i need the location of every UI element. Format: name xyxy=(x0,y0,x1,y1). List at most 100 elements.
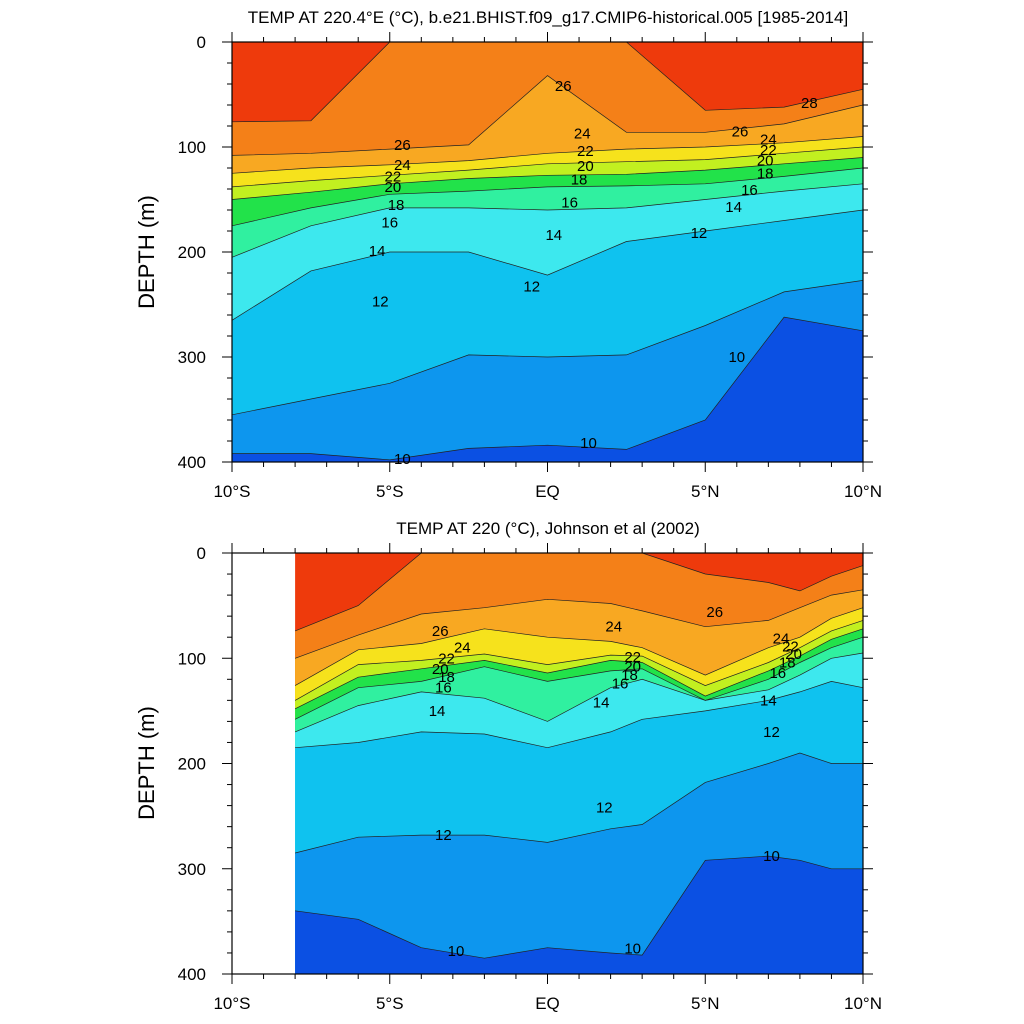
contour-label: 20 xyxy=(785,646,802,663)
contour-label: 14 xyxy=(429,703,446,720)
y-tick-label: 400 xyxy=(178,453,206,472)
isotherm-20 xyxy=(294,628,864,710)
x-tick-label: 10°S xyxy=(213,994,250,1013)
contour-label: 24 xyxy=(773,630,790,647)
contour-label: 16 xyxy=(741,182,758,199)
contour-label: 12 xyxy=(596,800,613,817)
contour-label: 10 xyxy=(624,941,641,958)
contour-label: 16 xyxy=(381,215,398,232)
contour-label: 10 xyxy=(580,435,597,452)
isotherm-10 xyxy=(295,855,863,959)
contour-label: 28 xyxy=(801,95,818,112)
isotherm-26 xyxy=(294,589,864,659)
contour-label: 24 xyxy=(605,619,622,636)
contour-label: 16 xyxy=(435,680,452,697)
contour-label: 24 xyxy=(574,125,591,142)
panel-observation: TEMP AT 220 (°C), Johnson et al (2002) D… xyxy=(134,519,882,1013)
isotherm-12 xyxy=(295,752,863,854)
contour-label: 22 xyxy=(760,142,777,159)
band-below-10 xyxy=(232,317,863,462)
contour-label: 16 xyxy=(769,665,786,682)
plot-area: 2624262422201816142220181614242220181614… xyxy=(178,543,882,1013)
contour-label: 22 xyxy=(782,639,799,656)
contour-label: 18 xyxy=(388,197,405,214)
contour-label: 12 xyxy=(372,293,389,310)
isotherm-10 xyxy=(232,316,864,461)
contour-label: 20 xyxy=(432,661,449,678)
y-axis-label: DEPTH (m) xyxy=(134,195,159,309)
contour-label: 18 xyxy=(757,165,774,182)
contour-label: 24 xyxy=(454,640,471,657)
panel-model: TEMP AT 220.4°E (°C), b.e21.BHIST.f09_g1… xyxy=(134,8,882,501)
band-below-10 xyxy=(295,856,864,974)
y-tick-label: 100 xyxy=(178,649,206,668)
isotherm-26 xyxy=(231,75,864,156)
y-tick-label: 0 xyxy=(197,33,206,52)
contour-label: 20 xyxy=(624,659,641,676)
contour-label: 20 xyxy=(385,179,402,196)
x-tick-label: 5°S xyxy=(376,994,404,1013)
contour-label: 26 xyxy=(706,604,723,621)
contour-label: 22 xyxy=(624,649,641,666)
contour-label: 14 xyxy=(725,199,742,216)
isotherm-22 xyxy=(231,146,864,188)
isotherm-24 xyxy=(231,136,864,174)
contour-label: 14 xyxy=(593,694,610,711)
contour-label: 22 xyxy=(385,168,402,185)
contour-label: 26 xyxy=(732,123,749,140)
isotherm-12 xyxy=(231,280,864,416)
x-tick-label: 5°N xyxy=(691,994,720,1013)
y-tick-label: 300 xyxy=(178,348,206,367)
contour-label: 12 xyxy=(763,724,780,741)
contour-label: 26 xyxy=(394,137,411,154)
contour-label: 12 xyxy=(691,225,708,242)
contour-label: 22 xyxy=(438,650,455,667)
contour-label: 22 xyxy=(577,143,594,160)
isotherm-16 xyxy=(294,652,864,733)
contour-label: 18 xyxy=(621,667,638,684)
y-tick-label: 200 xyxy=(178,243,206,262)
panel-title: TEMP AT 220.4°E (°C), b.e21.BHIST.f09_g1… xyxy=(248,8,848,27)
y-tick-label: 400 xyxy=(178,965,206,984)
x-tick-label: 10°S xyxy=(213,482,250,501)
isotherm-14 xyxy=(295,681,864,749)
x-tick-label: 5°S xyxy=(376,482,404,501)
y-axis-label: DEPTH (m) xyxy=(134,706,159,820)
contour-label: 26 xyxy=(555,78,572,95)
x-tick-label: 10°N xyxy=(844,482,882,501)
contour-label: 10 xyxy=(448,943,465,960)
isotherm-14 xyxy=(231,209,864,321)
contour-label: 12 xyxy=(523,279,540,296)
contour-label: 24 xyxy=(760,132,777,149)
contour-label: 24 xyxy=(394,157,411,174)
contour-label: 26 xyxy=(432,623,449,640)
y-tick-label: 0 xyxy=(197,544,206,563)
y-tick-label: 200 xyxy=(178,755,206,774)
contour-label: 14 xyxy=(545,227,562,244)
y-tick-label: 300 xyxy=(178,860,206,879)
x-tick-label: EQ xyxy=(535,482,560,501)
contour-label: 16 xyxy=(561,195,578,212)
isotherm-24 xyxy=(294,607,864,686)
x-tick-label: EQ xyxy=(535,994,560,1013)
contour-label: 14 xyxy=(760,692,777,709)
x-tick-label: 5°N xyxy=(691,482,720,501)
y-tick-label: 100 xyxy=(178,138,206,157)
isotherm-18 xyxy=(294,636,864,720)
contour-label: 14 xyxy=(369,243,386,260)
contour-label: 16 xyxy=(612,676,629,693)
isotherm-22 xyxy=(294,620,864,701)
contour-label: 20 xyxy=(757,153,774,170)
contour-label: 18 xyxy=(438,669,455,686)
x-tick-label: 10°N xyxy=(844,994,882,1013)
isotherm-20 xyxy=(231,157,864,200)
contour-label: 10 xyxy=(728,349,745,366)
contour-label: 20 xyxy=(577,158,594,175)
contour-label: 12 xyxy=(435,827,452,844)
contour-label: 10 xyxy=(763,848,780,865)
isotherm-18 xyxy=(231,167,864,227)
contour-label: 18 xyxy=(779,654,796,671)
panel-title: TEMP AT 220 (°C), Johnson et al (2002) xyxy=(396,519,700,538)
